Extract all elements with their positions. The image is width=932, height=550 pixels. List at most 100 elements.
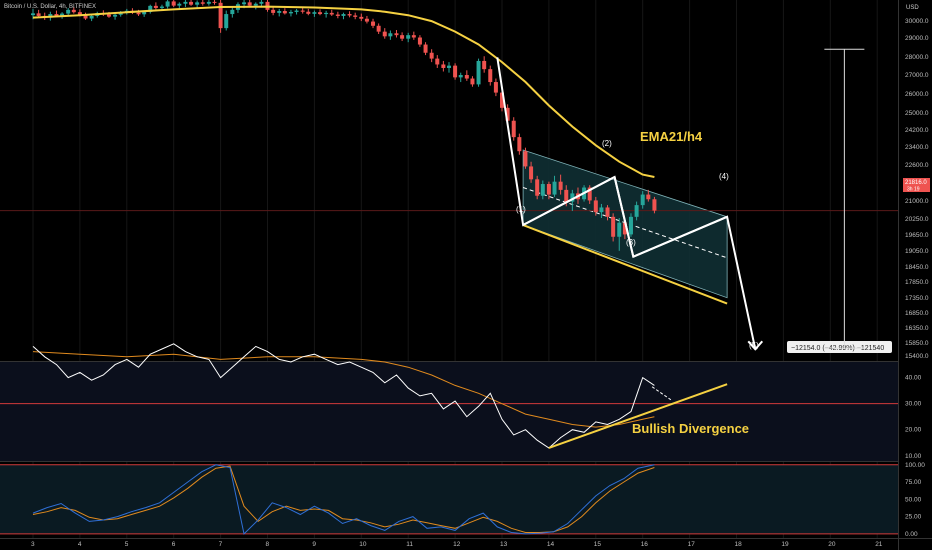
time-tick-label: 10 bbox=[359, 541, 367, 548]
candle-body bbox=[324, 12, 329, 15]
candle-body bbox=[400, 35, 405, 39]
candle-body bbox=[552, 181, 557, 195]
rsi-pane bbox=[0, 343, 898, 449]
candle-body bbox=[435, 58, 440, 65]
rsi-pane-background bbox=[0, 362, 898, 461]
candle-body bbox=[441, 64, 446, 68]
time-tick-label: 15 bbox=[594, 541, 602, 548]
candle-body bbox=[165, 1, 170, 7]
candle-body bbox=[242, 2, 247, 5]
current-price-countdown: 3h 19 bbox=[907, 187, 920, 193]
candle-body bbox=[376, 25, 381, 32]
candle-body bbox=[66, 9, 71, 14]
candle-body bbox=[599, 207, 604, 213]
candle-body bbox=[511, 120, 516, 138]
wave-5-arrowhead bbox=[747, 340, 764, 351]
price-tick-label: 24200.0 bbox=[905, 127, 929, 134]
candle-body bbox=[517, 137, 522, 152]
candle-body bbox=[406, 35, 411, 39]
price-tick-label: 21000.0 bbox=[905, 198, 929, 205]
divergence-annotation: Bullish Divergence bbox=[632, 421, 749, 436]
rsi-projection bbox=[651, 386, 672, 401]
candle-body bbox=[640, 194, 645, 206]
candle-body bbox=[564, 189, 569, 202]
candle-body bbox=[195, 2, 200, 5]
currency-label: USD bbox=[906, 5, 919, 11]
candle-body bbox=[189, 1, 194, 5]
candle-body bbox=[359, 16, 364, 19]
ema21-line bbox=[32, 5, 655, 178]
candle-body bbox=[652, 199, 657, 211]
current-price-box bbox=[903, 178, 930, 192]
candle-body bbox=[300, 10, 305, 12]
price-tick-label: 16350.0 bbox=[905, 325, 929, 332]
current-price-tag: 21816.0 3h 19 bbox=[903, 178, 930, 193]
candle-body bbox=[464, 75, 469, 79]
candle-body bbox=[312, 12, 317, 14]
time-tick-label: 7 bbox=[219, 541, 223, 548]
time-tick-label: 11 bbox=[406, 541, 413, 548]
candle-body bbox=[453, 65, 458, 78]
candle-body bbox=[183, 1, 188, 4]
candle-body bbox=[259, 1, 264, 4]
candle-body bbox=[329, 12, 334, 15]
price-tick-label: 16850.0 bbox=[905, 310, 929, 317]
candle-body bbox=[411, 35, 416, 38]
price-tick-label: 26000.0 bbox=[905, 91, 929, 98]
price-tick-label: 20250.0 bbox=[905, 216, 929, 223]
time-tick-label: 19 bbox=[781, 541, 789, 548]
stoch-band-background bbox=[0, 464, 898, 534]
time-tick-label: 14 bbox=[547, 541, 555, 548]
price-range-measure[interactable]: −12154.0 (−42.99%) −121540 bbox=[787, 48, 892, 353]
candle-body bbox=[318, 12, 323, 15]
time-tick-label: 5 bbox=[125, 541, 129, 548]
candle-body bbox=[247, 2, 252, 6]
price-tick-label: 28000.0 bbox=[905, 54, 929, 61]
candle-body bbox=[142, 11, 147, 15]
lower-support-line bbox=[522, 224, 728, 305]
candle-body bbox=[159, 6, 164, 8]
time-tick-label: 12 bbox=[453, 541, 461, 548]
wave-label-4: (4) bbox=[719, 172, 729, 181]
wave-sub-line bbox=[613, 176, 635, 257]
time-tick-label: 4 bbox=[78, 541, 82, 548]
candle-body bbox=[218, 2, 223, 29]
time-tick-label: 16 bbox=[641, 541, 649, 548]
wave-label-1: (1) bbox=[516, 205, 526, 214]
stoch-k-line bbox=[32, 464, 655, 535]
candle-body bbox=[493, 82, 498, 93]
candle-body bbox=[634, 205, 639, 217]
time-tick-label: 3 bbox=[31, 541, 35, 548]
candle-body bbox=[212, 1, 217, 3]
candle-body bbox=[371, 21, 376, 26]
candle-body bbox=[423, 44, 428, 53]
candle-body bbox=[106, 14, 111, 17]
candle-body bbox=[593, 200, 598, 213]
candle-body bbox=[500, 92, 504, 108]
stoch-tick-label: 0.00 bbox=[905, 531, 918, 538]
annotation-labels: Bitcoin / U.S. Dollar, 4h, BITFINEX USD … bbox=[4, 4, 919, 436]
candle-body bbox=[611, 216, 616, 237]
price-tick-label: 27000.0 bbox=[905, 72, 929, 79]
symbol-header: Bitcoin / U.S. Dollar, 4h, BITFINEX bbox=[4, 4, 96, 10]
price-tick-label: 15400.0 bbox=[905, 353, 929, 360]
candle-body bbox=[646, 194, 651, 200]
price-tick-label: 18450.0 bbox=[905, 264, 929, 271]
stoch-tick-label: 100.00 bbox=[905, 462, 925, 469]
candle-body bbox=[523, 151, 528, 167]
candle-body bbox=[458, 75, 463, 78]
time-tick-label: 17 bbox=[688, 541, 696, 548]
ema-annotation: EMA21/h4 bbox=[640, 129, 703, 144]
candle-body bbox=[54, 14, 59, 16]
price-tick-label: 19650.0 bbox=[905, 232, 929, 239]
candle-body bbox=[77, 12, 82, 16]
candle-body bbox=[282, 11, 287, 14]
wave-label-3: (3) bbox=[626, 238, 636, 247]
time-tick-label: 13 bbox=[500, 541, 508, 548]
candle-body bbox=[177, 3, 182, 6]
candle-body bbox=[429, 52, 434, 59]
candle-body bbox=[31, 13, 35, 16]
stoch-tick-label: 25.00 bbox=[905, 514, 922, 521]
wave-label-5: (5) bbox=[749, 341, 759, 350]
